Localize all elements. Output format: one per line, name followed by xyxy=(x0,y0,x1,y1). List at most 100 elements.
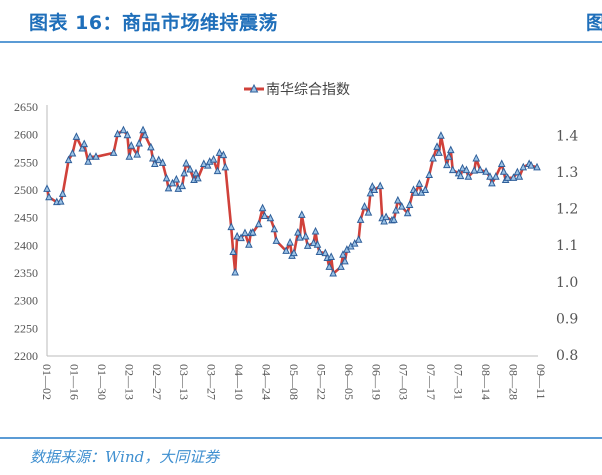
data-point-triangle-marker xyxy=(303,241,312,249)
data-point-triangle-marker xyxy=(215,148,224,156)
x-tick-label: 07—17 xyxy=(424,364,438,400)
x-tick-label: 06—19 xyxy=(369,364,383,400)
data-point-triangle-marker xyxy=(172,174,181,183)
data-point-triangle-marker xyxy=(248,227,257,236)
data-point-triangle-marker xyxy=(68,148,77,157)
data-point-triangle-marker xyxy=(329,268,337,277)
footer-rule xyxy=(0,437,602,439)
data-point-triangle-marker xyxy=(199,159,208,167)
legend-label: 南华综合指数 xyxy=(266,82,350,98)
data-point-triangle-marker xyxy=(437,131,445,139)
data-point-triangle-marker xyxy=(425,170,434,179)
data-point-triangle-marker xyxy=(472,153,481,162)
data-point-triangle-marker xyxy=(270,224,279,233)
data-point-triangle-marker xyxy=(149,153,157,162)
data-point-triangle-marker xyxy=(58,189,67,197)
data-point-triangle-marker xyxy=(119,125,128,134)
x-tick-label: 07—03 xyxy=(397,364,411,400)
data-point-triangle-marker xyxy=(266,213,275,222)
data-point-triangle-marker xyxy=(321,248,330,257)
data-point-triangle-marker xyxy=(233,231,241,240)
data-point-triangle-marker xyxy=(245,240,253,248)
right-y-tick-label: 1.1 xyxy=(556,238,578,254)
data-point-triangle-marker xyxy=(325,262,334,270)
data-point-triangle-marker xyxy=(301,231,310,240)
data-point-triangle-marker xyxy=(515,172,524,180)
data-point-triangle-marker xyxy=(313,240,322,248)
data-point-triangle-marker xyxy=(533,162,541,171)
data-point-triangle-marker xyxy=(286,237,294,246)
data-point-triangle-marker xyxy=(123,130,132,139)
data-point-triangle-marker xyxy=(448,165,457,174)
data-point-triangle-marker xyxy=(150,159,159,167)
y-tick-label: 2500 xyxy=(14,183,38,197)
data-point-triangle-marker xyxy=(394,195,402,204)
data-point-triangle-marker xyxy=(227,222,236,231)
data-point-triangle-marker xyxy=(219,150,228,159)
right-y-tick-label: 1.4 xyxy=(556,128,578,144)
data-point-triangle-marker xyxy=(139,125,147,134)
data-point-triangle-marker xyxy=(78,143,87,152)
data-point-triangle-marker xyxy=(509,173,518,181)
data-point-triangle-marker xyxy=(411,188,420,196)
data-point-triangle-marker xyxy=(488,178,496,187)
data-point-triangle-marker xyxy=(178,181,187,190)
data-point-triangle-marker xyxy=(186,164,194,173)
data-point-triangle-marker xyxy=(376,181,385,190)
data-point-triangle-marker xyxy=(43,184,51,192)
data-point-triangle-marker xyxy=(164,183,173,192)
data-point-triangle-marker xyxy=(158,158,167,166)
data-point-triangle-marker xyxy=(213,166,222,175)
data-point-triangle-marker xyxy=(360,201,369,210)
data-point-triangle-marker xyxy=(297,210,306,218)
source-note: 数据来源：Wind，大同证券 xyxy=(30,448,220,466)
data-point-triangle-marker xyxy=(464,172,473,180)
data-point-triangle-marker xyxy=(260,211,269,220)
data-point-triangle-marker xyxy=(443,160,451,169)
x-tick-label: 05—22 xyxy=(314,364,328,400)
data-point-triangle-marker xyxy=(462,165,471,174)
y-tick-label: 2350 xyxy=(14,266,38,280)
data-point-triangle-marker xyxy=(364,208,373,216)
next-figure-title-fragment: 图 xyxy=(586,12,602,34)
x-tick-label: 02—13 xyxy=(122,364,136,400)
y-tick-label: 2600 xyxy=(14,128,38,142)
data-point-triangle-marker xyxy=(125,152,134,160)
data-point-triangle-marker xyxy=(162,173,171,182)
x-tick-label: 07—31 xyxy=(452,364,466,400)
x-tick-label: 01—02 xyxy=(40,364,54,400)
data-point-triangle-marker xyxy=(127,141,136,149)
data-point-triangle-marker xyxy=(84,157,92,165)
data-point-triangle-marker xyxy=(113,129,122,138)
right-y-tick-label: 1.0 xyxy=(556,275,578,291)
data-point-triangle-marker xyxy=(499,167,508,175)
right-y-tick-label: 0.9 xyxy=(556,311,578,327)
data-point-triangle-marker xyxy=(315,247,324,255)
data-point-triangle-marker xyxy=(133,149,141,158)
data-point-triangle-marker xyxy=(421,185,430,193)
data-point-triangle-marker xyxy=(397,201,406,210)
data-point-triangle-marker xyxy=(237,233,245,242)
data-point-triangle-marker xyxy=(154,155,163,164)
data-point-triangle-marker xyxy=(109,148,118,156)
y-tick-label: 2300 xyxy=(14,294,38,308)
data-point-triangle-marker xyxy=(380,216,388,225)
data-point-triangle-marker xyxy=(309,238,318,247)
data-point-triangle-marker xyxy=(337,262,345,270)
title-rule xyxy=(0,41,602,43)
x-tick-label: 03—27 xyxy=(205,364,219,400)
data-point-triangle-marker xyxy=(72,132,81,140)
data-point-triangle-marker xyxy=(356,215,365,223)
data-point-triangle-marker xyxy=(86,152,94,160)
legend-triangle-marker-icon xyxy=(249,83,259,93)
x-tick-label: 09—11 xyxy=(534,364,548,400)
x-tick-label: 01—30 xyxy=(95,364,109,400)
data-point-triangle-marker xyxy=(221,162,230,171)
data-point-triangle-marker xyxy=(203,161,212,169)
data-point-triangle-marker xyxy=(429,153,437,162)
data-point-triangle-marker xyxy=(192,168,200,177)
x-tick-label: 06—05 xyxy=(342,364,356,400)
x-tick-label: 08—14 xyxy=(479,364,493,400)
data-point-triangle-marker xyxy=(476,165,484,174)
data-point-triangle-marker xyxy=(527,161,535,169)
